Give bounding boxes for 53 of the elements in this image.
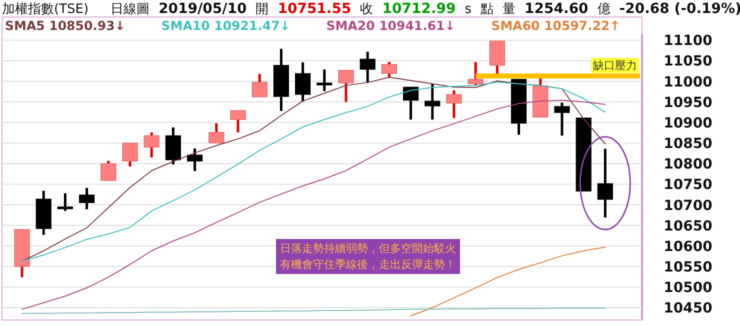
candlestick [338, 68, 354, 104]
text: SMA10 10921.47↓ [161, 18, 290, 33]
text: 1254.60 [524, 1, 589, 17]
candlestick [446, 89, 462, 120]
text: 量 [502, 2, 516, 17]
candlestick [144, 131, 160, 159]
text: 收 [360, 2, 374, 17]
y-tick-label: 10550 [664, 260, 713, 276]
y-tick-label: 10950 [664, 94, 713, 111]
text: SMA5 10850.93↓ [5, 18, 126, 33]
text: 2019/05/10 [158, 1, 247, 17]
chart-title: 加權指數(TSE) [2, 2, 89, 17]
line-series [22, 100, 606, 310]
y-tick-label: 10450 [664, 300, 713, 317]
y-tick-label: 10600 [664, 238, 713, 255]
text: -20.68 (-0.19%) [619, 1, 740, 17]
candlestick [57, 192, 73, 212]
candlestick [100, 159, 116, 182]
candlestick [360, 50, 376, 84]
y-tick-label: 10850 [664, 136, 713, 152]
y-tick-label: 11000 [664, 74, 713, 90]
y-tick-label: 10700 [664, 198, 713, 214]
text: 日線圖 [110, 2, 150, 17]
candlestick [403, 86, 419, 121]
candlestick [208, 122, 224, 144]
text: 開 [256, 2, 269, 17]
candlestick [122, 142, 138, 168]
text: SMA60 10597.22↑ [491, 18, 620, 33]
text: 10712.99 [382, 1, 456, 17]
candlestick [230, 109, 246, 134]
y-tick-label: 10750 [664, 177, 713, 194]
y-tick-label: 10800 [664, 156, 713, 173]
y-tick-label: 10900 [664, 115, 713, 132]
candlestick [187, 147, 203, 172]
text: 億 [597, 2, 610, 17]
ref-line-label: 缺口壓力 [593, 58, 637, 72]
text: 點 [480, 2, 494, 17]
annotation: 日落走勢持續弱勢，但多空開始駁火有機會守住季線後，走出反彈走勢！ [280, 242, 456, 271]
candlestick [597, 148, 613, 219]
text: s [464, 2, 472, 17]
y-tick-label: 10500 [664, 280, 713, 296]
text: 10751.55 [278, 1, 352, 17]
candlestick [79, 186, 95, 211]
candlestick [554, 101, 570, 137]
candlestick [252, 72, 268, 98]
y-tick-label: 10650 [664, 218, 713, 234]
text: SMA20 10941.61↓ [326, 18, 456, 33]
y-tick-label: 11100 [664, 33, 713, 50]
candlestick [295, 61, 311, 103]
candlestick [316, 68, 332, 92]
candlestick [381, 60, 397, 80]
y-tick-label: 11050 [664, 54, 713, 70]
candlestick [424, 82, 440, 121]
